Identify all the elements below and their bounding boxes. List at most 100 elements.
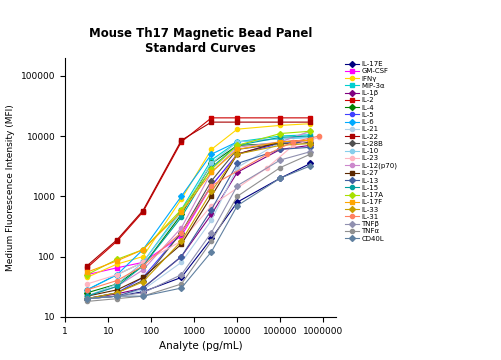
IL-17E bbox=[307, 161, 313, 166]
IL-22 bbox=[178, 138, 184, 143]
IL-17F bbox=[208, 170, 214, 175]
IL-33 bbox=[307, 141, 313, 146]
IL-17A bbox=[178, 207, 184, 212]
IL-33 bbox=[84, 297, 90, 301]
IL-13 bbox=[234, 161, 240, 166]
IL-5 bbox=[84, 297, 90, 301]
Title: Mouse Th17 Magnetic Bead Panel
Standard Curves: Mouse Th17 Magnetic Bead Panel Standard … bbox=[89, 27, 312, 55]
Line: TNFα: TNFα bbox=[85, 152, 312, 303]
IL-22 bbox=[307, 120, 313, 124]
IFNγ bbox=[140, 255, 146, 259]
IL-22 bbox=[84, 264, 90, 268]
IFNγ bbox=[178, 197, 184, 201]
IL-17A bbox=[234, 143, 240, 148]
IL-12(p70) bbox=[178, 226, 184, 230]
IL-17E bbox=[178, 275, 184, 280]
IL-2 bbox=[208, 116, 214, 120]
IL-17A bbox=[84, 273, 90, 277]
IL-33 bbox=[114, 291, 120, 295]
IL-6 bbox=[114, 273, 120, 277]
IL-1β bbox=[114, 292, 120, 296]
Line: IL-28B: IL-28B bbox=[85, 140, 312, 301]
MIP-3α bbox=[234, 140, 240, 144]
IL-15 bbox=[140, 264, 146, 268]
IL-33 bbox=[178, 239, 184, 243]
Line: IL-21: IL-21 bbox=[85, 129, 312, 301]
IL-6 bbox=[277, 136, 283, 141]
TNFα bbox=[178, 282, 184, 286]
IL-33 bbox=[208, 189, 214, 194]
IL-2 bbox=[234, 116, 240, 120]
IL-17F bbox=[277, 140, 283, 144]
IL-21 bbox=[277, 140, 283, 144]
IFNγ bbox=[277, 123, 283, 127]
IFNγ bbox=[84, 275, 90, 280]
IL-33 bbox=[234, 152, 240, 156]
IL-17E bbox=[114, 294, 120, 298]
IL-22 bbox=[234, 120, 240, 124]
Line: IL-6: IL-6 bbox=[85, 135, 312, 292]
IL-28B bbox=[140, 278, 146, 283]
IL-15 bbox=[307, 134, 313, 138]
IL-10 bbox=[84, 294, 90, 298]
Line: IL-4: IL-4 bbox=[85, 140, 312, 295]
IL-27 bbox=[307, 138, 313, 143]
CD40L bbox=[208, 249, 214, 254]
IL-13 bbox=[277, 147, 283, 152]
IL-23 bbox=[264, 165, 270, 170]
IL-15 bbox=[234, 143, 240, 148]
TNFβ bbox=[140, 291, 146, 295]
IL-17A bbox=[208, 167, 214, 171]
IL-31 bbox=[208, 184, 214, 188]
IL-15 bbox=[208, 165, 214, 170]
IL-15 bbox=[277, 135, 283, 140]
Line: IL-15: IL-15 bbox=[85, 134, 312, 298]
CD40L bbox=[234, 203, 240, 208]
Line: IL-23: IL-23 bbox=[85, 135, 321, 286]
IL-21 bbox=[178, 260, 184, 265]
IL-28B bbox=[114, 291, 120, 295]
IL-5 bbox=[234, 152, 240, 156]
IL-23 bbox=[208, 203, 214, 208]
MIP-3α bbox=[307, 132, 313, 137]
IL-31 bbox=[84, 288, 90, 292]
IL-10 bbox=[140, 260, 146, 265]
IL-17E bbox=[84, 297, 90, 301]
TNFβ bbox=[178, 273, 184, 277]
IL-5 bbox=[307, 140, 313, 144]
IL-27 bbox=[84, 294, 90, 298]
IL-17F bbox=[307, 138, 313, 143]
Legend: IL-17E, GM-CSF, IFNγ, MIP-3α, IL-1β, IL-2, IL-4, IL-5, IL-6, IL-21, IL-22, IL-28: IL-17E, GM-CSF, IFNγ, MIP-3α, IL-1β, IL-… bbox=[345, 61, 396, 242]
IL-21 bbox=[84, 297, 90, 301]
TNFβ bbox=[84, 297, 90, 301]
IL-15 bbox=[84, 294, 90, 298]
IL-4 bbox=[277, 141, 283, 146]
IL-5 bbox=[178, 230, 184, 235]
IL-4 bbox=[307, 140, 313, 145]
IL-15 bbox=[178, 215, 184, 219]
MIP-3α bbox=[178, 207, 184, 212]
IL-31 bbox=[178, 230, 184, 235]
IL-21 bbox=[307, 129, 313, 134]
IL-13 bbox=[84, 297, 90, 301]
IL-12(p70) bbox=[234, 145, 240, 149]
GM-CSF bbox=[84, 273, 90, 277]
IL-31 bbox=[264, 152, 270, 156]
IL-27 bbox=[234, 152, 240, 156]
IL-2 bbox=[178, 140, 184, 144]
MIP-3α bbox=[277, 134, 283, 138]
IL-28B bbox=[307, 140, 313, 145]
GM-CSF bbox=[114, 266, 120, 270]
IL-31 bbox=[140, 264, 146, 268]
IL-6 bbox=[178, 194, 184, 198]
GM-CSF bbox=[234, 152, 240, 156]
IFNγ bbox=[208, 147, 214, 152]
IL-4 bbox=[208, 161, 214, 166]
IL-17F bbox=[140, 248, 146, 252]
Line: CD40L: CD40L bbox=[85, 164, 312, 301]
IL-10 bbox=[307, 135, 313, 140]
IL-31 bbox=[290, 140, 296, 144]
IL-13 bbox=[307, 145, 313, 149]
IL-17A bbox=[114, 257, 120, 261]
IL-6 bbox=[307, 135, 313, 140]
